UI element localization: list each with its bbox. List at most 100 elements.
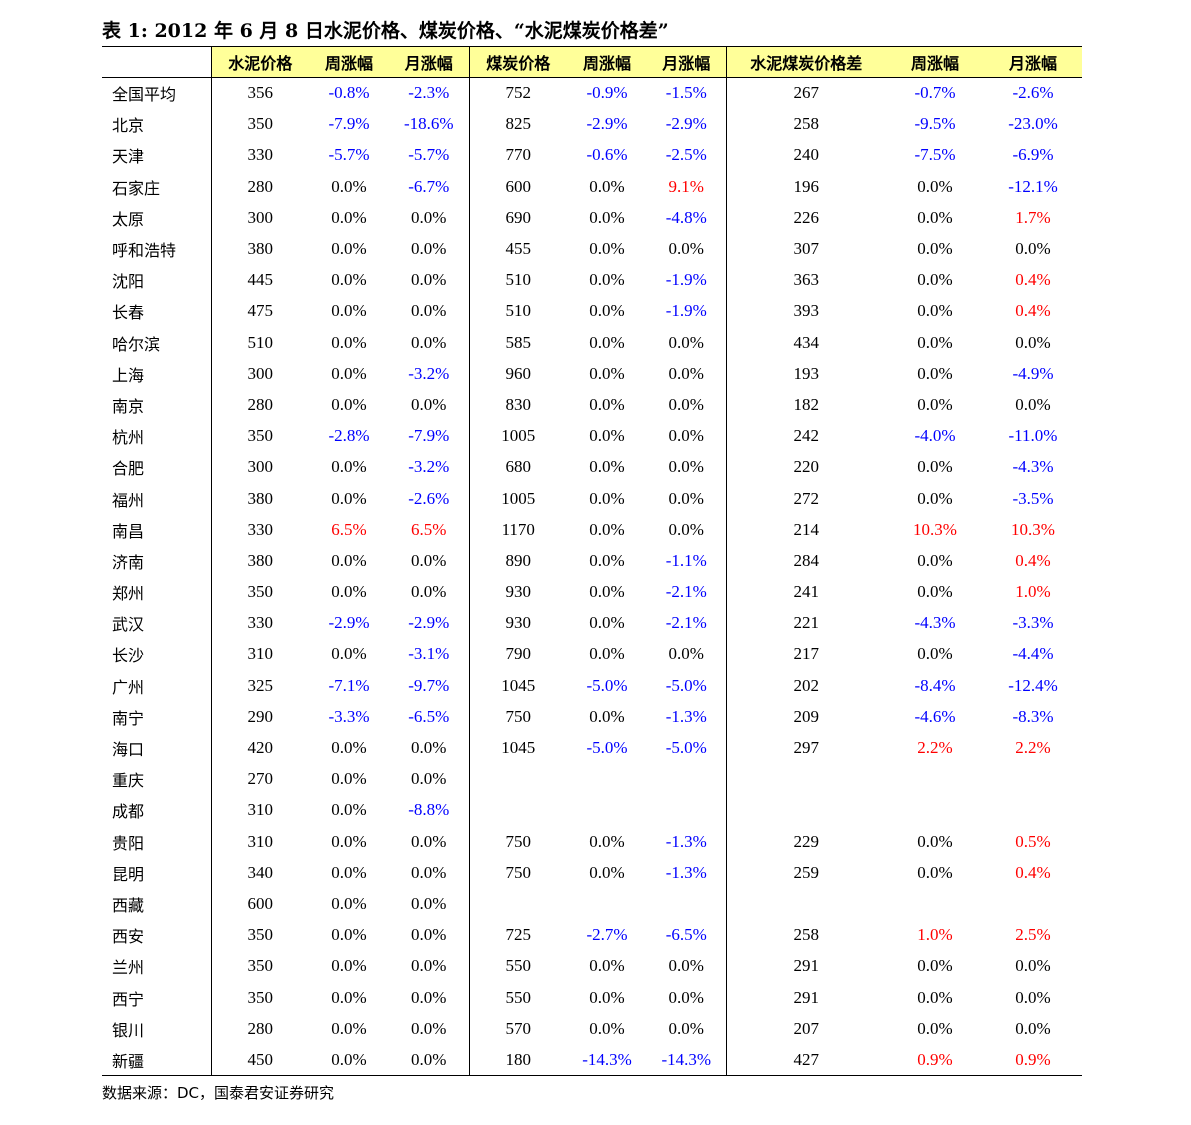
spread-month-change: 1.0% [1015,582,1051,602]
city-name: 银川 [112,1020,145,1040]
table-row: 长春 475 0.0% 0.0% 510 0.0% -1.9% 393 0.0% 0.4% [102,295,1082,327]
cement-month-change: -8.8% [408,800,450,820]
header-cement-week-change: 周涨幅 [309,46,389,78]
coal-price: 600 [468,171,567,203]
table-row: 天津 330 -5.7% -5.7% 770 -0.6% -2.5% 240 -7.5% -6.9… [102,139,1082,172]
cement-price: 350 [210,981,309,1014]
table-row: 太原 300 0.0% 0.0% 690 0.0% -4.8% 226 0.0% 1.7% [102,202,1082,234]
cement-month-change: 0.0% [411,987,447,1007]
coal-price [468,763,567,795]
spread-week-change: -4.6% [914,706,956,726]
cement-month-change: 0.0% [411,207,447,227]
cement-month-change: -3.1% [408,644,450,664]
table-row: 全国平均 356 -0.8% -2.3% 752 -0.9% -1.5% 267 -0.7% -2… [102,77,1082,109]
coal-week-change: 0.0% [589,488,625,508]
cement-price: 510 [210,327,309,359]
city-name: 长春 [112,303,145,323]
cement-month-change: 0.0% [411,956,447,976]
table-row: 贵阳 310 0.0% 0.0% 750 0.0% -1.3% 229 0.0% 0.5% [102,826,1082,858]
table-row: 哈尔滨 510 0.0% 0.0% 585 0.0% 0.0% 434 0.0% 0.0% [102,327,1082,359]
coal-price: 830 [468,389,567,421]
header-coal-month-change: 月涨幅 [647,46,726,78]
spread-value: 307 [725,233,886,265]
cement-week-change: 0.0% [331,301,367,321]
spread-month-change: -4.3% [1012,457,1054,477]
cement-price: 340 [210,857,309,889]
coal-week-change: 0.0% [589,519,625,539]
header-spread: 水泥煤炭价格差 [725,46,886,78]
cement-week-change: 0.0% [331,394,367,414]
table-row: 南宁 290 -3.3% -6.5% 750 0.0% -1.3% 209 -4.6% -8.3% [102,701,1082,733]
cement-month-change: -2.9% [408,613,450,633]
spread-value: 217 [725,638,886,671]
coal-month-change: -1.3% [665,831,707,851]
table-body: 全国平均 356 -0.8% -2.3% 752 -0.9% -1.5% 267 -0.7% -2… [102,77,1082,1077]
city-name: 太原 [112,209,145,229]
spread-month-change: -11.0% [1008,426,1058,446]
coal-month-change: -1.3% [665,706,707,726]
coal-price: 930 [468,576,567,608]
cement-week-change: 0.0% [331,862,367,882]
table-row: 福州 380 0.0% -2.6% 1005 0.0% 0.0% 272 0.0% -3.5% [102,482,1082,515]
city-name: 合肥 [112,459,145,479]
spread-week-change: 0.0% [917,987,953,1007]
spread-week-change: 0.0% [917,956,953,976]
coal-price: 510 [468,264,567,296]
cement-price: 310 [210,638,309,671]
spread-week-change: -0.7% [914,83,956,103]
cement-week-change: -2.9% [328,613,370,633]
city-name: 南昌 [112,521,145,541]
coal-week-change: 0.0% [589,1018,625,1038]
cement-price: 350 [210,576,309,608]
spread-week-change: 0.0% [917,270,953,290]
spread-week-change: 0.0% [917,394,953,414]
coal-week-change: -5.0% [586,738,628,758]
cement-week-change: -2.8% [328,426,370,446]
cement-week-change: -0.8% [328,83,370,103]
coal-price: 1170 [468,514,567,546]
coal-month-change: 0.0% [668,457,704,477]
spread-week-change: 0.0% [917,862,953,882]
coal-week-change: 0.0% [589,613,625,633]
coal-week-change: 0.0% [589,363,625,383]
cement-price: 356 [210,77,309,109]
spread-value: 202 [725,670,886,702]
cement-price: 450 [210,1044,309,1077]
cement-week-change: 0.0% [331,582,367,602]
cement-price: 445 [210,264,309,296]
coal-month-change: 0.0% [668,644,704,664]
coal-price: 750 [468,826,567,858]
coal-month-change: -1.3% [665,862,707,882]
spread-week-change: 0.0% [917,831,953,851]
coal-price: 752 [468,77,567,109]
spread-week-change: -9.5% [914,114,956,134]
coal-price: 180 [468,1044,567,1077]
city-name: 成都 [112,802,145,822]
spread-week-change: 0.0% [917,644,953,664]
cement-week-change: -7.1% [328,675,370,695]
coal-price: 890 [468,545,567,577]
spread-value: 291 [725,950,886,982]
coal-week-change: -2.7% [586,925,628,945]
spread-month-change: 0.4% [1015,270,1051,290]
cement-month-change: -7.9% [408,426,450,446]
cement-price: 330 [210,514,309,546]
coal-month-change: -5.0% [665,675,707,695]
cement-month-change: 0.0% [411,893,447,913]
city-name: 郑州 [112,584,145,604]
city-name: 天津 [112,147,145,167]
coal-week-change: -0.6% [586,145,628,165]
city-name: 济南 [112,552,145,572]
price-table: 水泥价格 周涨幅 月涨幅 煤炭价格 周涨幅 月涨幅 水泥煤炭价格差 周涨幅 月涨… [102,46,1082,1077]
table-row: 西安 350 0.0% 0.0% 725 -2.7% -6.5% 258 1.0% 2.5% [102,919,1082,951]
spread-value: 297 [725,732,886,764]
cement-week-change: 0.0% [331,457,367,477]
spread-week-change: 0.0% [917,582,953,602]
spread-value: 284 [725,545,886,577]
spread-value [725,763,886,795]
city-name: 石家庄 [112,178,161,198]
coal-month-change: 0.0% [668,363,704,383]
cement-month-change: -2.3% [408,83,450,103]
cement-month-change: 0.0% [411,862,447,882]
table-row: 上海 300 0.0% -3.2% 960 0.0% 0.0% 193 0.0% -4.9% [102,358,1082,390]
